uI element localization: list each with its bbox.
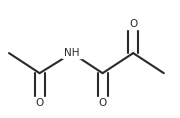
Text: O: O — [98, 98, 107, 108]
FancyBboxPatch shape — [62, 48, 82, 58]
Text: O: O — [129, 19, 137, 29]
Text: NH: NH — [64, 48, 80, 58]
Text: O: O — [35, 98, 44, 108]
FancyBboxPatch shape — [96, 97, 109, 108]
FancyBboxPatch shape — [126, 18, 140, 29]
FancyBboxPatch shape — [33, 97, 46, 108]
